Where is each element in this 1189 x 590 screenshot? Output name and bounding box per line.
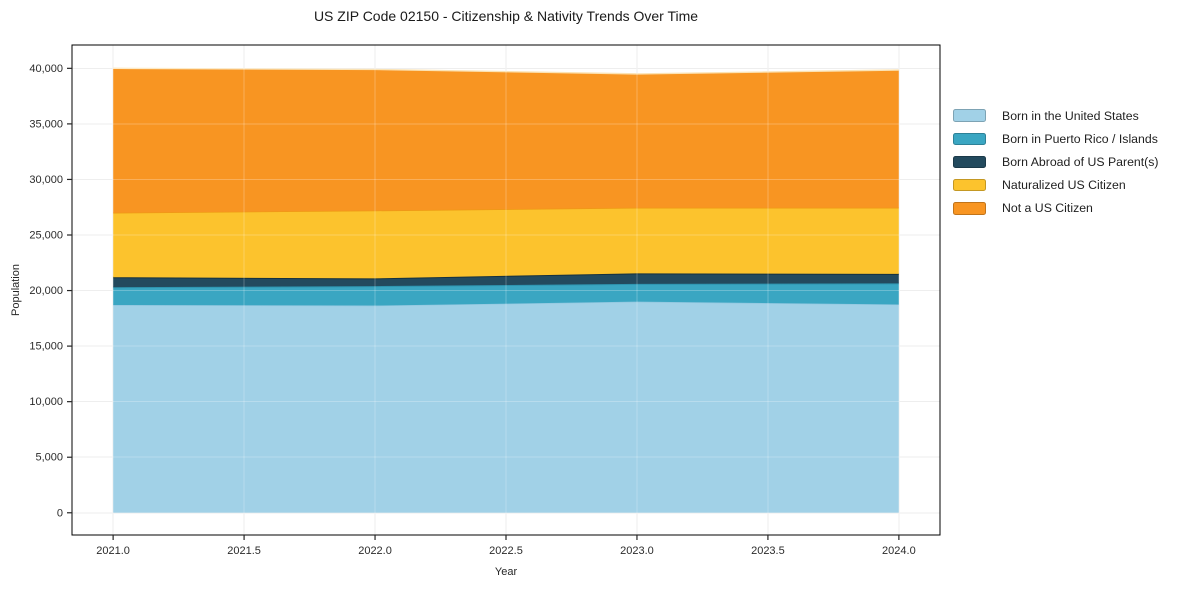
area-born-in-puerto-rico-islands bbox=[113, 283, 899, 306]
area-edge-not-a-us-citizen bbox=[113, 67, 899, 75]
area-edge-naturalized-us-citizen bbox=[113, 207, 899, 214]
y-tick-label: 25,000 bbox=[29, 230, 63, 242]
area-born-in-the-united-states bbox=[113, 301, 899, 513]
y-tick-label: 10,000 bbox=[29, 396, 63, 408]
chart-title: US ZIP Code 02150 - Citizenship & Nativi… bbox=[313, 8, 699, 24]
x-tick-label: 2021.5 bbox=[227, 545, 261, 557]
area-not-a-us-citizen bbox=[113, 68, 899, 213]
legend-swatch-not-a-us-citizen bbox=[953, 202, 986, 215]
legend-item-not-a-us-citizen: Not a US Citizen bbox=[953, 197, 1159, 220]
y-tick-label: 40,000 bbox=[29, 63, 63, 75]
legend-label: Not a US Citizen bbox=[1002, 201, 1093, 216]
x-tick-label: 2022.5 bbox=[489, 545, 523, 557]
y-tick-label: 5,000 bbox=[35, 452, 63, 464]
legend-swatch-born-abroad-of-us-parent-s bbox=[953, 155, 986, 169]
legend-swatch-born-in-the-united-states bbox=[953, 109, 986, 122]
legend-label: Born Abroad of US Parent(s) bbox=[1002, 154, 1159, 169]
y-tick-label: 20,000 bbox=[29, 285, 63, 297]
x-tick-label: 2022.0 bbox=[358, 545, 392, 557]
legend-label: Naturalized US Citizen bbox=[1002, 178, 1126, 193]
legend-swatch-born-in-puerto-rico-islands bbox=[953, 132, 986, 146]
y-axis-label: Population bbox=[10, 264, 22, 316]
area-naturalized-us-citizen bbox=[113, 207, 899, 279]
legend-swatch-naturalized-us-citizen bbox=[953, 178, 986, 192]
x-axis-label: Year bbox=[494, 566, 518, 578]
legend-label: Born in Puerto Rico / Islands bbox=[1002, 131, 1158, 146]
chart-legend: Born in the United States Born in Puerto … bbox=[953, 104, 1159, 220]
legend-item-born-in-puerto-rico-islands: Born in Puerto Rico / Islands bbox=[953, 127, 1159, 150]
y-tick-label: 35,000 bbox=[29, 118, 63, 130]
x-tick-label: 2021.0 bbox=[96, 545, 130, 557]
y-tick-label: 15,000 bbox=[29, 341, 63, 353]
x-tick-label: 2024.0 bbox=[882, 545, 916, 557]
legend-item-born-in-the-united-states: Born in the United States bbox=[953, 104, 1159, 127]
legend-item-born-abroad-of-us-parent-s: Born Abroad of US Parent(s) bbox=[953, 150, 1159, 173]
x-tick-label: 2023.0 bbox=[620, 545, 654, 557]
legend-label: Born in the United States bbox=[1002, 108, 1139, 123]
area-born-abroad-of-us-parent-s bbox=[113, 273, 899, 288]
y-tick-label: 0 bbox=[57, 507, 63, 519]
x-tick-label: 2023.5 bbox=[751, 545, 785, 557]
legend-item-naturalized-us-citizen: Naturalized US Citizen bbox=[953, 174, 1159, 197]
y-tick-label: 30,000 bbox=[29, 174, 63, 186]
